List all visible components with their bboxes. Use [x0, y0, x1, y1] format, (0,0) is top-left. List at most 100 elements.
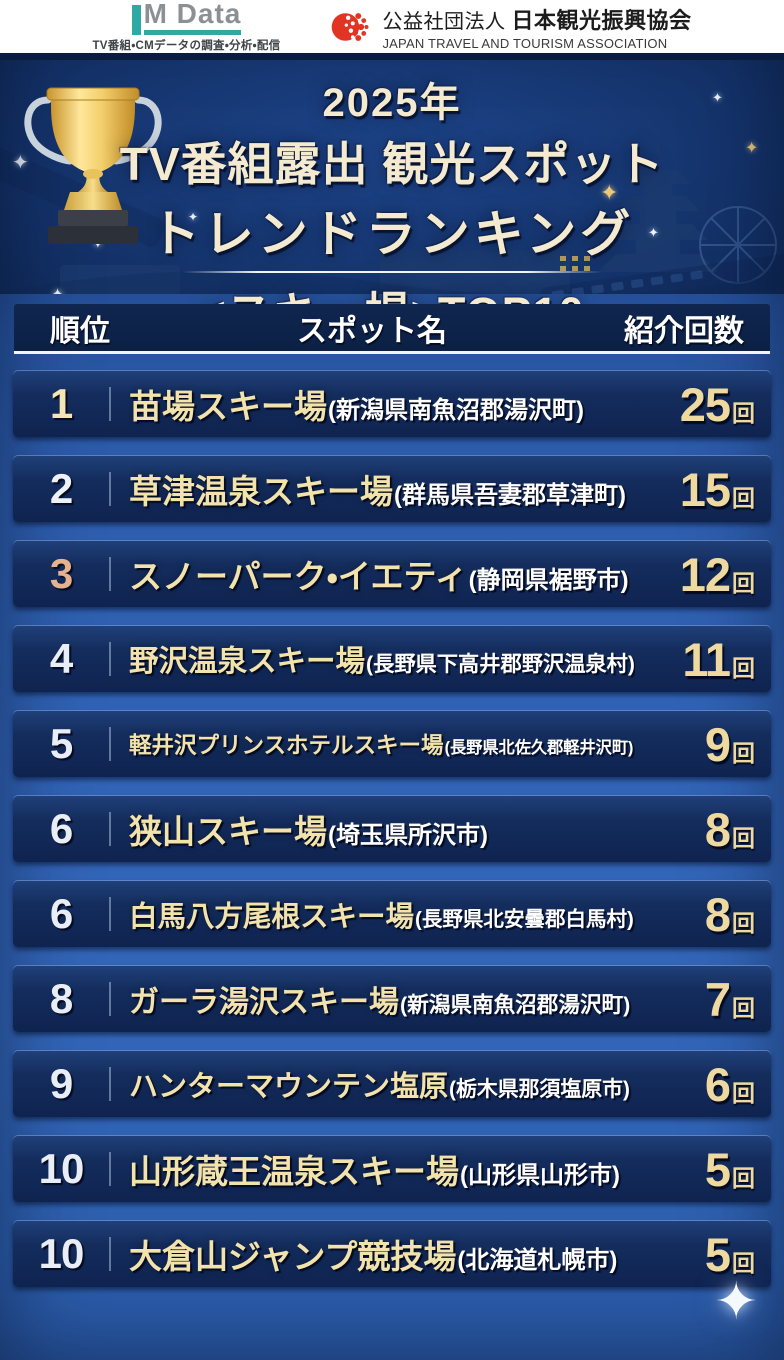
- rank-number: 9: [49, 1060, 73, 1107]
- rank-divider: [109, 897, 111, 931]
- table-header: 順位 スポット名 紹介回数: [14, 304, 770, 354]
- rank-number: 6: [49, 890, 73, 937]
- ranking-row: 4 野沢温泉スキー場 (長野県下高井郡野沢温泉村) 11 回: [13, 626, 771, 692]
- spot-location: (長野県下高井郡野沢温泉村): [366, 652, 635, 676]
- ranking-row: 6 狭山スキー場 (埼玉県所沢市) 8 回: [13, 796, 771, 862]
- rank-divider: [109, 812, 111, 846]
- spot-cell: スノーパーク・イエティ (静岡県裾野市): [129, 550, 635, 598]
- count-number: 6: [704, 1057, 731, 1111]
- partner-header: M Data TV番組・CMデータの調査・分析・配信 公益社団法人: [0, 0, 784, 60]
- count-number: 5: [704, 1227, 731, 1281]
- rank-divider: [109, 982, 111, 1016]
- count-cell: 7 回: [635, 972, 771, 1027]
- ranking-row: 10 山形蔵王温泉スキー場 (山形県山形市) 5 回: [13, 1136, 771, 1202]
- jtta-jp-name: 公益社団法人 日本観光振興協会: [382, 3, 691, 35]
- title-line2: トレンドランキング: [149, 206, 635, 262]
- rank-divider: [109, 1067, 111, 1101]
- rank-divider: [109, 727, 111, 761]
- rank-divider: [109, 1237, 111, 1271]
- spot-location: (新潟県南魚沼郡湯沢町): [328, 397, 584, 424]
- lm-tagline: TV番組・CMデータの調査・分析・配信: [92, 40, 281, 52]
- spot-location: (群馬県吾妻郡草津町): [394, 482, 626, 509]
- title-year: 2025年: [322, 81, 462, 125]
- count-cell: 8 回: [635, 887, 771, 942]
- count-cell: 12 回: [635, 547, 771, 602]
- jtta-org-type: 公益社団法人: [382, 10, 506, 33]
- count-unit: 回: [732, 739, 755, 766]
- rank-divider: [109, 642, 111, 676]
- spot-cell: 草津温泉スキー場 (群馬県吾妻郡草津町): [129, 465, 635, 513]
- count-unit: 回: [732, 824, 755, 851]
- spot-cell: 野沢温泉スキー場 (長野県下高井郡野沢温泉村): [129, 638, 635, 680]
- ranking-row: 3 スノーパーク・イエティ (静岡県裾野市) 12 回: [13, 541, 771, 607]
- spot-cell: ハンターマウンテン塩原 (栃木県那須塩原市): [129, 1063, 635, 1105]
- rank-number: 3: [49, 550, 73, 597]
- title-block: 2025年 TV番組露出 観光スポット トレンドランキング <スキー場>TOP1…: [0, 60, 784, 342]
- title-divider: [182, 271, 602, 273]
- title-line1: TV番組露出 観光スポット: [119, 138, 665, 190]
- count-number: 12: [679, 547, 731, 601]
- spot-location: (山形県山形市): [460, 1162, 620, 1189]
- lm-logo-text: M Data: [143, 0, 242, 35]
- rank-divider: [109, 1152, 111, 1186]
- rank-number: 1: [49, 380, 73, 427]
- count-cell: 15 回: [635, 462, 771, 517]
- trophy-icon: [24, 87, 162, 244]
- spot-name: ガーラ湯沢スキー場: [129, 986, 399, 1019]
- count-cell: 6 回: [635, 1057, 771, 1112]
- count-number: 15: [679, 462, 731, 516]
- spot-name: 白馬八方尾根スキー場: [129, 900, 415, 933]
- count-unit: 回: [732, 1079, 755, 1106]
- ranking-row: 10 大倉山ジャンプ競技場 (北海道札幌市) 5 回: [13, 1221, 771, 1287]
- rank-divider: [109, 557, 111, 591]
- lm-logo-l-mark: [131, 5, 141, 35]
- ranking-row: 9 ハンターマウンテン塩原 (栃木県那須塩原市) 6 回: [13, 1051, 771, 1117]
- count-unit: 回: [732, 994, 755, 1021]
- count-unit: 回: [732, 1164, 755, 1191]
- spot-name: 大倉山ジャンプ競技場: [129, 1238, 457, 1275]
- count-unit: 回: [732, 399, 755, 426]
- count-unit: 回: [732, 484, 755, 511]
- rank-divider: [109, 387, 111, 421]
- count-number: 5: [704, 1142, 731, 1196]
- jtta-logo: 公益社団法人 日本観光振興協会 JAPAN TRAVEL AND TOURISM…: [328, 3, 691, 51]
- rank-number: 8: [49, 975, 73, 1022]
- spot-cell: 大倉山ジャンプ競技場 (北海道札幌市): [129, 1230, 635, 1278]
- count-cell: 5 回: [635, 1142, 771, 1197]
- count-unit: 回: [732, 654, 755, 681]
- spot-location: (栃木県那須塩原市): [449, 1078, 630, 1101]
- count-number: 8: [704, 887, 731, 941]
- spot-location: (静岡県裾野市): [468, 567, 629, 594]
- spot-name: ハンターマウンテン塩原: [129, 1071, 449, 1103]
- count-number: 25: [679, 377, 731, 431]
- column-header-spot: スポット名: [297, 314, 447, 348]
- count-cell: 9 回: [635, 717, 771, 772]
- spot-location: (長野県北安曇郡白馬村): [415, 907, 634, 931]
- spot-location: (北海道札幌市): [457, 1247, 618, 1274]
- spot-cell: 狭山スキー場 (埼玉県所沢市): [129, 805, 635, 853]
- count-number: 11: [682, 632, 731, 686]
- spot-name: 山形蔵王温泉スキー場: [129, 1153, 459, 1190]
- count-number: 9: [704, 717, 731, 771]
- spot-name: 野沢温泉スキー場: [129, 645, 366, 678]
- rank-number: 2: [49, 465, 73, 512]
- spot-name: 狭山スキー場: [129, 813, 327, 850]
- spot-cell: 白馬八方尾根スキー場 (長野県北安曇郡白馬村): [129, 894, 635, 935]
- ranking-row: 5 軽井沢プリンスホテルスキー場 (長野県北佐久郡軽井沢町) 9 回: [13, 711, 771, 777]
- ranking-row: 8 ガーラ湯沢スキー場 (新潟県南魚沼郡湯沢町) 7 回: [13, 966, 771, 1032]
- ranking-row: 1 苗場スキー場 (新潟県南魚沼郡湯沢町) 25 回: [13, 371, 771, 437]
- count-cell: 11 回: [635, 632, 771, 687]
- jtta-org-name: 日本観光振興協会: [511, 7, 692, 33]
- count-cell: 25 回: [635, 377, 771, 432]
- ranking-row: 2 草津温泉スキー場 (群馬県吾妻郡草津町) 15 回: [13, 456, 771, 522]
- spot-name: 軽井沢プリンスホテルスキー場: [129, 733, 444, 758]
- spot-name: 草津温泉スキー場: [129, 473, 393, 510]
- count-number: 8: [704, 802, 731, 856]
- lm-data-logo: M Data TV番組・CMデータの調査・分析・配信: [92, 0, 280, 53]
- spot-name: 苗場スキー場: [129, 388, 327, 425]
- spot-name: スノーパーク・イエティ: [129, 558, 468, 595]
- jtta-en-name: JAPAN TRAVEL AND TOURISM ASSOCIATION: [382, 35, 668, 51]
- spot-location: (新潟県南魚沼郡湯沢町): [400, 992, 631, 1017]
- lm-data-wordmark: M Data: [131, 0, 242, 35]
